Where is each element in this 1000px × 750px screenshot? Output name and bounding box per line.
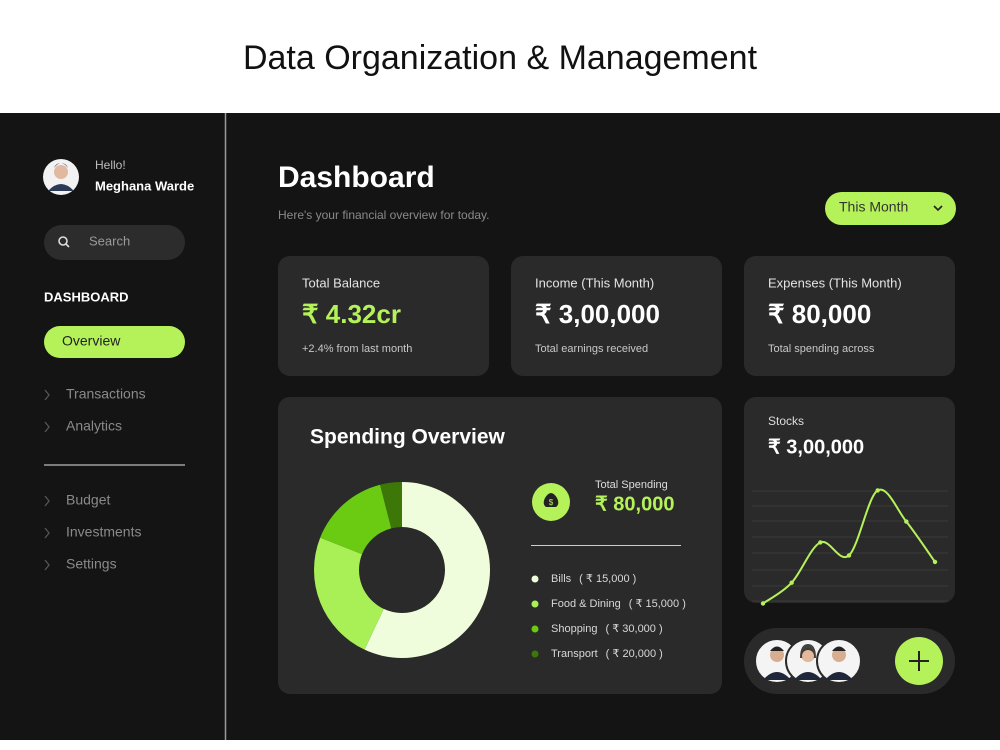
legend-amount: ( ₹ 30,000 )	[606, 623, 663, 635]
donut-slice	[320, 484, 392, 555]
card-value: ₹ 3,00,000	[535, 299, 660, 329]
donut-slice	[380, 482, 402, 529]
stocks-grid	[752, 490, 948, 602]
total-label: Total Spending	[595, 479, 668, 491]
card-balance: Total Balance ₹ 4.32cr +2.4% from last m…	[278, 256, 489, 376]
spending-card: Spending Overview $ Total Spending ₹ 80,…	[278, 397, 722, 694]
total-value: ₹ 80,000	[595, 493, 674, 515]
stock-point	[818, 540, 823, 545]
greeting: Hello!	[95, 158, 126, 172]
dashboard-title: Dashboard	[278, 161, 435, 194]
legend-label: Food & Dining	[551, 598, 621, 610]
user-name: Meghana Warde	[95, 178, 194, 193]
nav-label: Transactions	[66, 386, 146, 402]
card-label: Expenses (This Month)	[768, 275, 902, 290]
nav-budget[interactable]: Budget	[44, 492, 110, 508]
team-bar	[744, 628, 955, 694]
team-avatar[interactable]	[816, 638, 862, 684]
nav-label: Overview	[62, 333, 121, 349]
card-note: Total earnings received	[535, 343, 648, 355]
legend-label: Transport	[551, 648, 598, 660]
legend-label: Bills	[551, 573, 572, 585]
card-expenses: Expenses (This Month) ₹ 80,000 Total spe…	[744, 256, 955, 376]
header-bg	[0, 0, 1000, 113]
user-avatar	[43, 159, 79, 195]
card-note: +2.4% from last month	[302, 343, 412, 355]
svg-text:$: $	[549, 498, 554, 507]
nav-section: DASHBOARD	[44, 289, 129, 304]
card-label: Total Balance	[302, 275, 380, 290]
page-title: Data Organization & Management	[243, 39, 758, 77]
card-value: ₹ 4.32cr	[302, 299, 401, 329]
card-label: Income (This Month)	[535, 275, 654, 290]
donut-slice	[364, 482, 491, 659]
legend-dot	[531, 650, 539, 658]
card-income: Income (This Month) ₹ 3,00,000 Total ear…	[511, 256, 722, 376]
nav-investments[interactable]: Investments	[44, 524, 141, 540]
stocks-value: ₹ 3,00,000	[768, 436, 864, 458]
nav-label: Budget	[66, 492, 110, 508]
stocks-label: Stocks	[768, 414, 804, 428]
spending-title: Spending Overview	[310, 426, 506, 449]
stock-point	[760, 601, 766, 606]
nav-label: Settings	[66, 556, 117, 572]
period-dropdown[interactable]: This Month	[825, 192, 956, 225]
legend-amount: ( ₹ 15,000 )	[629, 598, 686, 610]
stock-point	[846, 553, 852, 558]
dashboard-subtitle: Here's your financial overview for today…	[278, 208, 490, 222]
nav-label: Investments	[66, 524, 141, 540]
search-box[interactable]: Search	[44, 225, 185, 260]
nav-transactions[interactable]: Transactions	[44, 386, 146, 402]
period-label: This Month	[839, 199, 908, 215]
legend-dot	[531, 625, 539, 633]
legend-dot	[531, 600, 539, 608]
stock-point	[789, 580, 794, 585]
donut-slice	[314, 537, 384, 650]
legend-amount: ( ₹ 15,000 )	[579, 573, 636, 585]
nav-label: Analytics	[66, 418, 122, 434]
card-note: Total spending across	[768, 343, 875, 355]
stock-point	[932, 559, 938, 565]
card-value: ₹ 80,000	[768, 299, 871, 329]
legend-label: Shopping	[551, 623, 598, 635]
stocks-card: Stocks ₹ 3,00,000	[744, 397, 955, 606]
nav-overview[interactable]: Overview	[44, 326, 185, 358]
nav-analytics[interactable]: Analytics	[44, 418, 122, 434]
nav-settings[interactable]: Settings	[44, 556, 117, 572]
add-button[interactable]	[895, 637, 943, 685]
money-icon: $	[532, 483, 570, 521]
stock-point	[875, 488, 880, 493]
legend-dot	[531, 575, 539, 583]
legend-amount: ( ₹ 20,000 )	[606, 648, 663, 660]
search-placeholder: Search	[89, 233, 130, 248]
stock-point	[904, 519, 909, 524]
